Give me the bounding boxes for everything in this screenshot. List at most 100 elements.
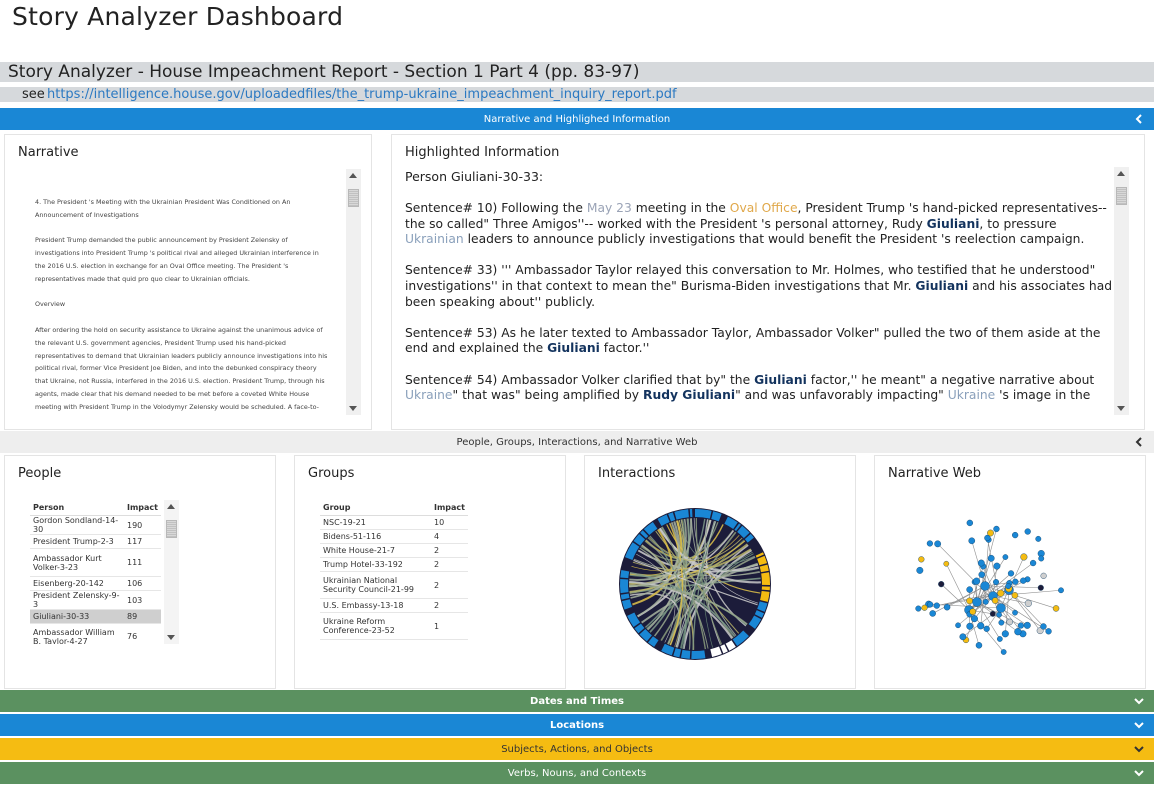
scroll-thumb[interactable] — [1116, 187, 1127, 205]
web-node[interactable] — [1020, 577, 1027, 584]
source-link[interactable]: https://intelligence.house.gov/uploadedf… — [47, 87, 677, 102]
section-subjects-actions-objects[interactable]: Subjects, Actions, and Objects — [0, 738, 1154, 760]
section-dates-times[interactable]: Dates and Times — [0, 690, 1154, 712]
web-node[interactable] — [972, 577, 981, 585]
chord-arc[interactable] — [710, 646, 722, 658]
web-node[interactable] — [916, 566, 924, 574]
table-row[interactable]: Bidens-51-116 4 — [320, 529, 468, 544]
section-verbs-nouns-contexts[interactable]: Verbs, Nouns, and Contexts — [0, 762, 1154, 784]
chord-arc[interactable] — [680, 649, 691, 659]
chord-ribbons[interactable] — [629, 518, 761, 650]
web-node[interactable] — [1014, 628, 1022, 636]
chord-arc[interactable] — [621, 558, 632, 571]
chord-arc[interactable] — [654, 519, 661, 528]
chevron-down-icon[interactable] — [1133, 767, 1145, 779]
web-node[interactable] — [1000, 649, 1007, 655]
web-node[interactable] — [1002, 554, 1009, 560]
web-node[interactable] — [980, 581, 990, 591]
chord-arc[interactable] — [761, 586, 770, 591]
chord-arc[interactable] — [732, 630, 749, 647]
web-node[interactable] — [969, 608, 977, 615]
chord-arc[interactable] — [657, 514, 670, 526]
scroll-down-icon[interactable] — [349, 406, 357, 411]
web-node[interactable] — [1012, 531, 1019, 539]
table-row[interactable]: Eisenberg-20-142 106 — [30, 576, 161, 591]
web-node[interactable] — [983, 625, 990, 632]
chord-arc[interactable] — [720, 644, 728, 654]
groups-table-box[interactable]: Group Impact NSC-19-21 10 Bidens-51-116 4 Wh… — [320, 500, 470, 650]
chord-arc[interactable] — [639, 629, 652, 642]
table-row[interactable]: Giuliani-30-33 89 — [30, 609, 161, 624]
scroll-up-icon[interactable] — [167, 504, 175, 509]
web-node[interactable] — [993, 579, 1000, 586]
chord-arc[interactable] — [693, 509, 695, 518]
narrative-scroll-box[interactable]: 4. The President 's Meeting with the Ukr… — [30, 169, 362, 415]
scroll-thumb[interactable] — [348, 189, 359, 207]
web-node[interactable] — [966, 586, 973, 593]
chord-arc[interactable] — [668, 512, 676, 522]
web-node[interactable] — [934, 540, 942, 548]
chord-arc[interactable] — [621, 599, 633, 610]
chevron-down-icon[interactable] — [1133, 743, 1145, 755]
web-node[interactable] — [993, 562, 1001, 570]
chord-arc[interactable] — [761, 572, 770, 586]
web-node[interactable] — [1035, 535, 1042, 542]
people-scrollbar[interactable] — [164, 500, 179, 644]
scroll-up-icon[interactable] — [1117, 171, 1125, 176]
web-node[interactable] — [1052, 605, 1060, 612]
col-group[interactable]: Group — [320, 500, 431, 516]
col-person[interactable]: Person — [30, 500, 124, 516]
table-row[interactable]: NSC-19-21 10 — [320, 515, 468, 530]
table-row[interactable]: White House-21-7 2 — [320, 543, 468, 558]
chord-arc[interactable] — [655, 640, 664, 651]
chord-arc[interactable] — [720, 514, 727, 524]
web-node[interactable] — [989, 610, 996, 617]
scroll-down-icon[interactable] — [167, 635, 175, 640]
network-graph[interactable] — [905, 510, 1065, 660]
chord-arc[interactable] — [625, 608, 634, 615]
web-node[interactable] — [987, 529, 994, 537]
web-node[interactable] — [943, 603, 951, 611]
chevron-down-icon[interactable] — [1133, 719, 1145, 731]
web-node[interactable] — [927, 601, 934, 608]
web-node[interactable] — [966, 622, 974, 630]
web-node[interactable] — [1001, 630, 1009, 638]
scroll-up-icon[interactable] — [349, 173, 357, 178]
web-node[interactable] — [991, 597, 999, 604]
section-narrative-highlighted[interactable]: Narrative and Highlighed Information — [0, 108, 1154, 130]
chord-arc[interactable] — [661, 643, 675, 656]
chord-diagram[interactable] — [615, 504, 775, 664]
web-node[interactable] — [1024, 599, 1032, 607]
chord-arc[interactable] — [640, 530, 649, 539]
table-row[interactable]: Gordon Sondland-14-30 190 — [30, 515, 161, 535]
chord-arc[interactable] — [711, 511, 722, 522]
chord-arc[interactable] — [760, 591, 770, 602]
chord-arc[interactable] — [648, 636, 659, 647]
highlighted-scrollbar[interactable] — [1114, 167, 1129, 415]
chord-arc[interactable] — [737, 525, 750, 539]
web-node[interactable] — [966, 597, 973, 605]
web-node[interactable] — [943, 560, 950, 567]
web-node[interactable] — [978, 571, 986, 578]
table-row[interactable]: President Zelensky-9-3 103 — [30, 590, 161, 610]
web-node[interactable] — [1024, 528, 1031, 535]
web-node[interactable] — [1017, 622, 1024, 629]
people-table-box[interactable]: Person Impact Gordon Sondland-14-30 190 Pr… — [30, 500, 183, 644]
web-node[interactable] — [1040, 572, 1047, 579]
web-node[interactable] — [1038, 555, 1045, 562]
web-node[interactable] — [1005, 583, 1012, 590]
chevron-left-icon[interactable] — [1133, 113, 1145, 125]
web-node[interactable] — [929, 610, 936, 617]
web-node[interactable] — [975, 642, 983, 649]
table-row[interactable]: Ambassador William B. Taylor-4-27 76 — [30, 623, 161, 644]
chord-arc[interactable] — [748, 538, 763, 555]
web-node[interactable] — [1037, 584, 1044, 591]
chord-arc[interactable] — [759, 564, 769, 573]
highlighted-scroll-box[interactable]: Sentence# 10) Following the May 23 meeti… — [405, 201, 1115, 417]
chord-arc[interactable] — [624, 542, 640, 560]
web-node[interactable] — [977, 622, 985, 630]
web-node[interactable] — [993, 525, 1000, 533]
web-node[interactable] — [933, 602, 940, 609]
chevron-left-icon[interactable] — [1133, 436, 1145, 448]
chord-arc[interactable] — [744, 533, 754, 543]
